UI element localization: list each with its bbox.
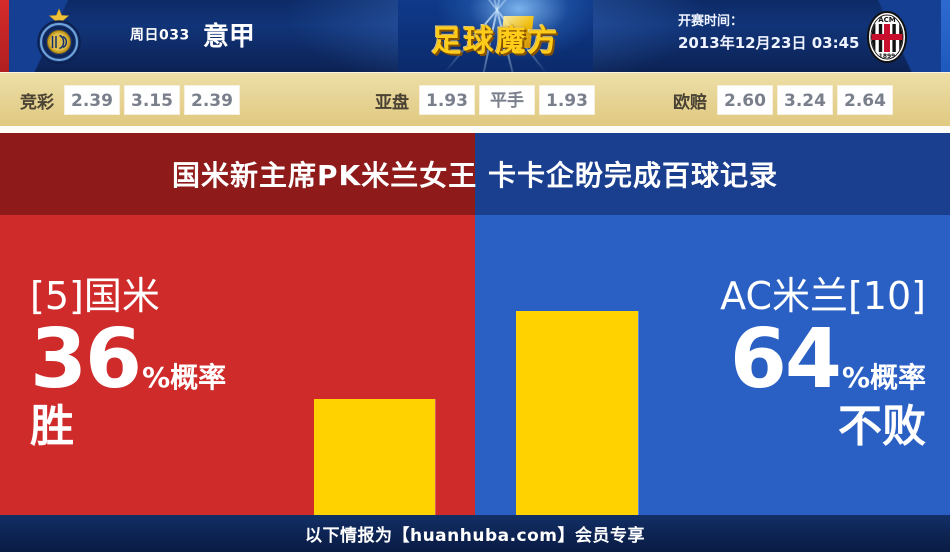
home-percent-unit: %概率 [142,361,227,394]
svg-text:1899: 1899 [879,53,896,60]
kickoff-block: 开赛时间： 2013年12月23日 03:45 [678,12,859,54]
odds-cell-european-away[interactable]: 2.64 [837,85,893,115]
headline-left-half [0,133,475,215]
away-stat-block: AC米兰[10] 64 %概率 不败 [720,277,926,451]
away-percent-row: 64 %概率 [720,319,926,401]
odds-label-asian: 亚盘 [375,92,409,113]
brand-logo[interactable]: 足球魔方 [398,0,593,72]
odds-bar: 竞彩 2.39 3.15 2.39 亚盘 1.93 平手 1.93 欧赔 2.6… [0,72,950,127]
probability-chart: [5]国米 36 %概率 胜 AC米兰[10] 64 %概率 不败 [0,215,950,515]
odds-cell-jingcai-draw[interactable]: 3.15 [124,85,180,115]
odds-cell-asian-home[interactable]: 1.93 [419,85,475,115]
ac-milan-crest-icon: ACM 1899 [867,11,907,63]
header-bar: ACM 1899 周日033 意甲 足球魔方 开赛时间： 2013年12月23日… [0,0,950,72]
away-probability-bar [516,311,638,515]
odds-cell-asian-away[interactable]: 1.93 [539,85,595,115]
odds-cell-jingcai-home[interactable]: 2.39 [64,85,120,115]
odds-group-jingcai: 竞彩 2.39 3.15 2.39 [20,85,240,115]
odds-group-european: 欧赔 2.60 3.24 2.64 [673,85,893,115]
home-percent-value: 36 [30,312,142,407]
odds-group-asian: 亚盘 1.93 平手 1.93 [375,85,595,115]
away-team-name: AC米兰[10] [720,274,926,318]
odds-cell-asian-handicap[interactable]: 平手 [479,85,535,115]
away-percent-unit: %概率 [841,361,926,394]
odds-cell-european-home[interactable]: 2.60 [717,85,773,115]
section-divider [0,126,950,133]
kickoff-label: 开赛时间： [678,14,744,29]
odds-label-european: 欧赔 [673,92,707,113]
away-panel: AC米兰[10] 64 %概率 不败 [475,215,950,515]
footer-text: 以下情报为【huanhuba.com】会员专享 [304,526,646,546]
home-panel: [5]国米 36 %概率 胜 [0,215,475,515]
league-name: 意甲 [202,22,255,52]
header-left-red-edge [0,0,9,72]
match-label: 周日033 意甲 [130,16,255,53]
odds-label-jingcai: 竞彩 [20,92,54,113]
away-percent-value: 64 [729,312,842,407]
headline-text: 国米新主席PK米兰女王 卡卡企盼完成百球记录 [172,159,778,192]
brand-logo-text: 足球魔方 [431,24,560,59]
home-stat-block: [5]国米 36 %概率 胜 [30,277,226,451]
header-right-blue-edge [941,0,950,72]
home-percent-row: 36 %概率 [30,319,226,401]
odds-cell-jingcai-away[interactable]: 2.39 [184,85,240,115]
headline-right-half [475,133,950,215]
inter-milan-crest-icon [37,8,81,64]
away-outcome-label: 不败 [838,401,926,452]
home-probability-bar [314,399,435,515]
odds-cell-european-draw[interactable]: 3.24 [777,85,833,115]
home-outcome-label: 胜 [30,401,74,452]
footer-bar: 以下情报为【huanhuba.com】会员专享 [0,515,950,552]
round-number: 周日033 [130,27,190,44]
svg-text:ACM: ACM [878,16,896,24]
home-team-name: [5]国米 [30,274,160,318]
headline-bar: 国米新主席PK米兰女王 卡卡企盼完成百球记录 [0,133,950,215]
kickoff-time: 2013年12月23日 03:45 [678,33,860,52]
